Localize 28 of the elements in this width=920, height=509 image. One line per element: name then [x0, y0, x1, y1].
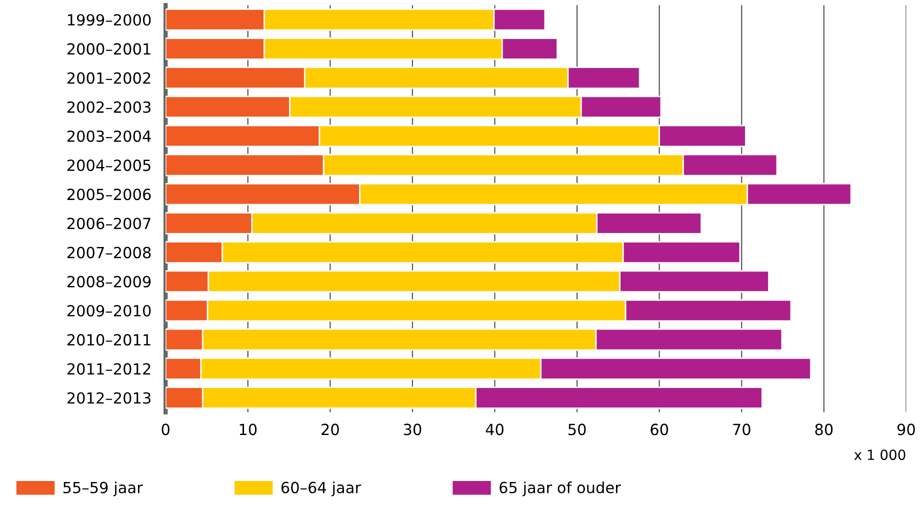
legend-label: 60–64 jaar — [281, 481, 362, 496]
y-tick-label: 2008–2009 — [67, 276, 151, 288]
y-tick-label: 2009–2010 — [67, 304, 151, 317]
y-tick-label: 2002–2003 — [67, 101, 150, 113]
y-tick-label: 2003–2004 — [67, 130, 151, 142]
y-tick-label: 2010–2011 — [67, 334, 150, 346]
x-tick-label: 90 — [897, 424, 915, 436]
legend-label: 65 jaar of ouder — [500, 481, 621, 496]
x-tick-label: 40 — [486, 424, 504, 436]
y-tick-label: 2000–2001 — [67, 43, 150, 55]
x-tick-label: 0 — [162, 424, 170, 436]
y-tick-label: 2011–2012 — [67, 363, 150, 375]
x-tick-label: 10 — [240, 424, 257, 436]
x-tick-label: 70 — [733, 424, 750, 436]
y-tick-label: 2007–2008 — [67, 246, 151, 258]
y-tick-label: 2006–2007 — [67, 218, 150, 230]
legend-label: 55–59 jaar — [63, 481, 143, 496]
y-tick-label: 2001–2002 — [67, 72, 150, 84]
y-tick-label: 2005–2006 — [67, 188, 151, 200]
x-tick-label: 20 — [322, 424, 339, 436]
x-tick-label: 50 — [568, 424, 586, 436]
y-tick-label: 2004–2005 — [67, 160, 150, 172]
x-axis-title: x 1 000 — [854, 450, 906, 460]
y-tick-label: 2012–2013 — [67, 392, 150, 404]
x-tick-label: 80 — [815, 424, 833, 436]
x-tick-label: 30 — [404, 424, 422, 436]
x-tick-label: 60 — [650, 424, 668, 436]
y-tick-label: 1999–2000 — [68, 14, 151, 26]
